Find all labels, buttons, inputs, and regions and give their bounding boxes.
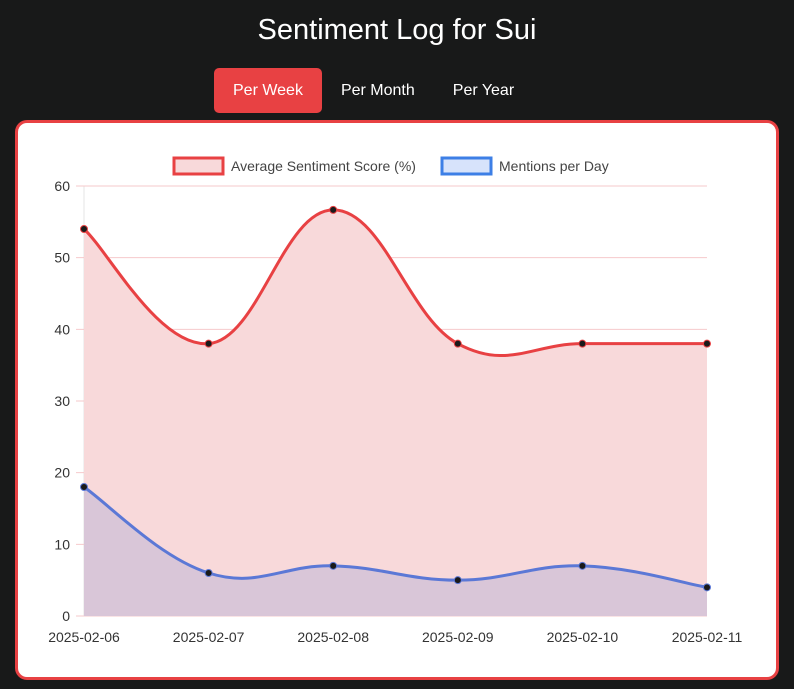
mentions-data-point[interactable]: [453, 576, 462, 585]
sentiment-data-point[interactable]: [703, 339, 711, 348]
mentions-line: [83, 485, 708, 589]
legend-swatch-mentions: [440, 156, 493, 176]
sentiment-data-point[interactable]: [453, 339, 462, 348]
y-tick-label: 50: [54, 250, 70, 266]
tab-per-week[interactable]: Per Week: [214, 68, 322, 113]
sentiment-data-point[interactable]: [80, 225, 88, 233]
period-tabs: Per Week Per Month Per Year: [214, 68, 533, 113]
mentions-data-point[interactable]: [329, 561, 338, 570]
x-tick-label: 2025-02-09: [422, 629, 494, 645]
legend-item-sentiment[interactable]: Average Sentiment Score (%): [172, 156, 416, 176]
sentiment-data-point[interactable]: [329, 205, 338, 214]
page-title: Sentiment Log for Sui: [257, 14, 537, 46]
tab-per-year[interactable]: Per Year: [452, 82, 515, 99]
legend-item-mentions[interactable]: Mentions per Day: [440, 156, 609, 176]
legend-label-sentiment: Average Sentiment Score (%): [231, 158, 416, 174]
mentions-data-point[interactable]: [80, 483, 88, 491]
x-tick-label: 2025-02-10: [547, 629, 619, 645]
chart-points: [80, 205, 711, 592]
mentions-area: [84, 487, 707, 616]
y-tick-label: 30: [54, 393, 70, 409]
x-tick-label: 2025-02-07: [173, 629, 245, 645]
y-tick-label: 60: [54, 178, 70, 194]
x-axis: 2025-02-06 2025-02-07 2025-02-08 2025-02-09…: [48, 629, 742, 645]
sentiment-data-point[interactable]: [204, 339, 213, 348]
chart-areas: [84, 209, 707, 617]
mentions-data-point[interactable]: [204, 569, 213, 577]
x-tick-label: 2025-02-06: [48, 629, 120, 645]
chart-legend: Average Sentiment Score (%) Mentions per…: [172, 156, 609, 176]
y-axis: 0 10 20 30 40 50 60: [54, 178, 70, 624]
mentions-data-point[interactable]: [703, 583, 711, 592]
y-tick-label: 0: [62, 608, 70, 624]
tab-per-month[interactable]: Per Month: [340, 82, 415, 99]
y-tick-label: 10: [54, 536, 70, 552]
legend-label-mentions: Mentions per Day: [499, 158, 609, 174]
x-tick-label: 2025-02-11: [672, 629, 743, 645]
sentiment-area: [84, 209, 707, 617]
legend-swatch-sentiment: [172, 156, 225, 176]
y-tick-label: 20: [54, 465, 70, 481]
x-tick-label: 2025-02-08: [297, 629, 369, 645]
y-tick-label: 40: [54, 321, 70, 337]
mentions-data-point[interactable]: [578, 561, 587, 570]
sentiment-data-point[interactable]: [578, 339, 587, 348]
